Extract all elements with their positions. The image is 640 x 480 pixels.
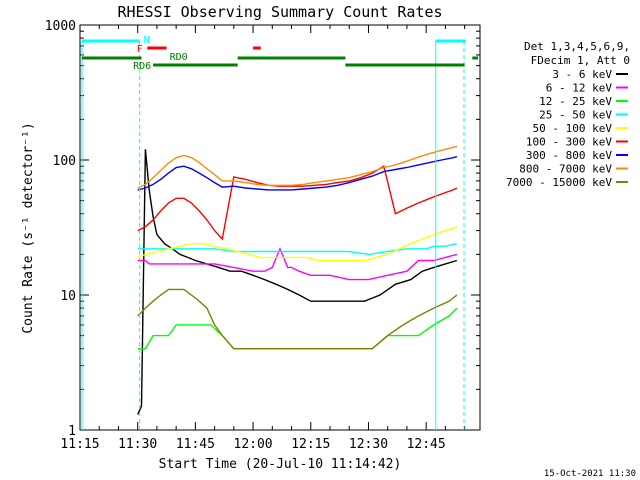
flag-label-f: F xyxy=(137,44,143,55)
x-axis-label: Start Time (20-Jul-10 11:14:42) xyxy=(159,457,402,472)
legend-label-3: 25 - 50 keV xyxy=(539,109,612,122)
x-tick-label: 11:15 xyxy=(60,437,99,452)
plot-frame xyxy=(79,24,481,431)
series-line-6 xyxy=(137,155,458,191)
legend-label-0: 3 - 6 keV xyxy=(552,68,612,81)
flag-label-n: N xyxy=(144,35,150,46)
legend-label-2: 12 - 25 keV xyxy=(539,95,612,108)
chart-title: RHESSI Observing Summary Count Rates xyxy=(117,3,442,21)
flags-layer: NF RD0 RD6 xyxy=(81,35,479,430)
y-tick-label: 1000 xyxy=(45,19,76,34)
legend-label-1: 6 - 12 keV xyxy=(546,82,613,95)
legend-label-7: 800 - 7000 keV xyxy=(519,163,612,176)
flag-label-rd0: RD0 xyxy=(170,52,188,63)
plot-border xyxy=(79,24,481,431)
legend-header-1: Det 1,3,4,5,6,9, xyxy=(524,40,630,53)
y-tick-label: 1 xyxy=(68,424,76,439)
legend-header-2: FDecim 1, Att 0 xyxy=(531,54,630,67)
series-line-3 xyxy=(137,243,458,256)
x-tick-label: 11:30 xyxy=(118,437,157,452)
series-line-7 xyxy=(137,145,458,189)
legend: Det 1,3,4,5,6,9, FDecim 1, Att 0 3 - 6 k… xyxy=(506,40,630,189)
legend-label-5: 100 - 300 keV xyxy=(526,136,612,149)
x-tick-label: 12:30 xyxy=(349,437,388,452)
y-axis-label: Count Rate (s⁻¹ detector⁻¹) xyxy=(21,122,36,333)
series-layer xyxy=(137,145,458,415)
axis-ticks: 11:15 11:30 11:45 12:00 12:15 12:30 12:45 1 10 10… xyxy=(45,19,480,452)
series-line-5 xyxy=(137,165,458,241)
x-tick-label: 12:45 xyxy=(407,437,446,452)
series-line-8 xyxy=(137,288,458,350)
x-tick-label: 12:00 xyxy=(234,437,273,452)
series-line-2 xyxy=(137,307,458,350)
x-tick-label: 12:15 xyxy=(291,437,330,452)
footer-date: 15-Oct-2021 11:30 xyxy=(544,469,636,479)
x-tick-label: 11:45 xyxy=(176,437,215,452)
legend-label-6: 300 - 800 keV xyxy=(526,149,612,162)
legend-label-4: 50 - 100 keV xyxy=(533,122,613,135)
flag-label-rd6: RD6 xyxy=(133,61,151,72)
series-line-1 xyxy=(137,246,458,281)
series-line-0 xyxy=(137,149,458,415)
series-line-4 xyxy=(137,226,458,262)
y-tick-label: 100 xyxy=(53,154,76,169)
legend-label-8: 7000 - 15000 keV xyxy=(506,176,612,189)
y-tick-label: 10 xyxy=(60,289,76,304)
